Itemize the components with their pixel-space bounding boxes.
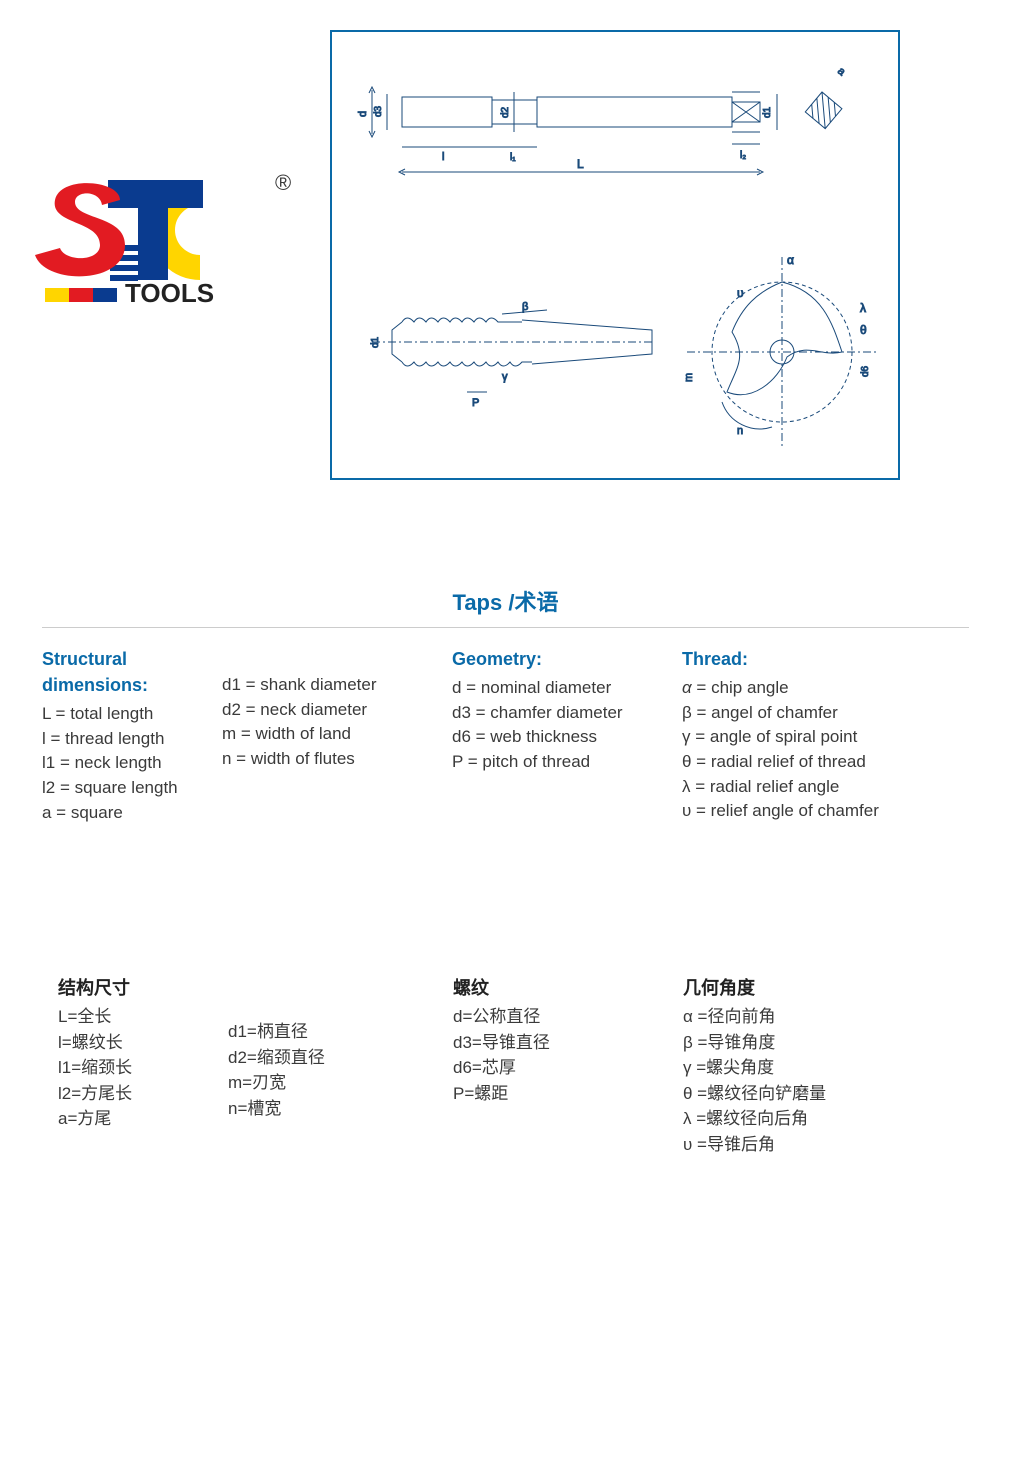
svg-text:m: m: [683, 373, 695, 382]
svg-text:d2: d2: [500, 106, 511, 118]
structural-heading: Structural dimensions:: [42, 646, 222, 698]
zh-thread-heading: 螺纹: [453, 975, 683, 1002]
term-row: α = chip angle: [682, 676, 942, 701]
term-row: λ =螺纹径向后角: [683, 1106, 923, 1132]
page-title: Taps /术语: [0, 585, 1011, 617]
zh-structural-col-2: d1=柄直径 d2=缩颈直径 m=刃宽 n=槽宽: [228, 975, 453, 1157]
term-row: υ =导锥后角: [683, 1132, 923, 1158]
term-row: β = angel of chamfer: [682, 701, 942, 726]
term-row: P=螺距: [453, 1081, 683, 1107]
term-row: d2=缩颈直径: [228, 1045, 453, 1071]
term-row: L = total length: [42, 702, 222, 727]
term-row: l=螺纹长: [58, 1030, 228, 1056]
term-row: γ = angle of spiral point: [682, 725, 942, 750]
svg-text:a: a: [835, 65, 848, 79]
trademark-icon: ®: [275, 170, 291, 196]
stc-logo: TOOLS: [30, 170, 270, 330]
top-area: TOOLS ® d: [0, 0, 1011, 480]
term-row: d6=芯厚: [453, 1055, 683, 1081]
english-terms-block: Structural dimensions: L = total length …: [0, 628, 1011, 825]
svg-text:β: β: [522, 301, 528, 313]
term-row: l2 = square length: [42, 776, 222, 801]
term-row: d = nominal diameter: [452, 676, 682, 701]
svg-text:L: L: [577, 157, 584, 171]
logo-block: TOOLS ®: [30, 20, 310, 335]
term-row: d1 = shank diameter: [222, 673, 452, 698]
svg-text:l₂: l₂: [740, 150, 746, 161]
thread-col: Thread: α = chip angle β = angel of cham…: [682, 646, 942, 825]
svg-text:l₁: l₁: [510, 152, 516, 163]
title-zh: 术语: [514, 590, 558, 615]
term-row: a=方尾: [58, 1106, 228, 1132]
term-row: d3=导锥直径: [453, 1030, 683, 1056]
term-row: L=全长: [58, 1004, 228, 1030]
zh-structural-heading: 结构尺寸: [58, 975, 228, 1002]
svg-text:θ: θ: [860, 323, 867, 337]
svg-text:n: n: [737, 425, 743, 437]
structural-col-1: Structural dimensions: L = total length …: [42, 646, 222, 825]
svg-text:d1: d1: [370, 336, 381, 348]
geometry-heading: Geometry:: [452, 646, 682, 672]
term-row: l = thread length: [42, 727, 222, 752]
svg-text:d1: d1: [762, 106, 773, 118]
tap-schematic-icon: d d3 d2 d1 a l l₁ l₂ L: [332, 32, 898, 478]
term-row: a = square: [42, 801, 222, 826]
zh-thread-col: 螺纹 d=公称直径 d3=导锥直径 d6=芯厚 P=螺距: [453, 975, 683, 1157]
term-row: l1 = neck length: [42, 751, 222, 776]
term-row: θ = radial relief of thread: [682, 750, 942, 775]
zh-structural-col-1: 结构尺寸 L=全长 l=螺纹长 l1=缩颈长 l2=方尾长 a=方尾: [58, 975, 228, 1157]
svg-text:γ: γ: [502, 371, 508, 383]
term-row: d3 = chamfer diameter: [452, 701, 682, 726]
structural-col-2: d1 = shank diameter d2 = neck diameter m…: [222, 646, 452, 825]
thread-heading: Thread:: [682, 646, 942, 672]
svg-text:λ: λ: [860, 301, 866, 315]
term-row: β =导锥角度: [683, 1030, 923, 1056]
term-row: d2 = neck diameter: [222, 698, 452, 723]
zh-geometry-heading: 几何角度: [683, 975, 923, 1002]
term-row: θ =螺纹径向铲磨量: [683, 1081, 923, 1107]
svg-text:d: d: [357, 111, 369, 117]
svg-text:P: P: [472, 397, 479, 409]
term-row: m=刃宽: [228, 1070, 453, 1096]
title-en: Taps /: [453, 590, 515, 615]
term-row: d6 = web thickness: [452, 725, 682, 750]
term-row: γ =螺尖角度: [683, 1055, 923, 1081]
term-row: P = pitch of thread: [452, 750, 682, 775]
term-row: λ = radial relief angle: [682, 775, 942, 800]
term-row: α =径向前角: [683, 1004, 923, 1030]
svg-text:d3: d3: [373, 105, 384, 117]
term-row: d1=柄直径: [228, 1019, 453, 1045]
svg-text:l: l: [442, 151, 444, 163]
term-row: n = width of flutes: [222, 747, 452, 772]
term-row: υ = relief angle of chamfer: [682, 799, 942, 824]
term-row: l2=方尾长: [58, 1081, 228, 1107]
geometry-col: Geometry: d = nominal diameter d3 = cham…: [452, 646, 682, 825]
svg-text:d6: d6: [860, 365, 871, 377]
term-row: d=公称直径: [453, 1004, 683, 1030]
svg-text:α: α: [787, 253, 794, 267]
term-row: l1=缩颈长: [58, 1055, 228, 1081]
technical-diagram: d d3 d2 d1 a l l₁ l₂ L: [330, 30, 900, 480]
chinese-terms-block: 结构尺寸 L=全长 l=螺纹长 l1=缩颈长 l2=方尾长 a=方尾 d1=柄直…: [0, 975, 1011, 1157]
zh-geometry-col: 几何角度 α =径向前角 β =导锥角度 γ =螺尖角度 θ =螺纹径向铲磨量 …: [683, 975, 923, 1157]
logo-sub-text: TOOLS: [125, 278, 214, 308]
svg-text:υ: υ: [737, 286, 744, 300]
term-row: m = width of land: [222, 722, 452, 747]
term-row: n=槽宽: [228, 1096, 453, 1122]
